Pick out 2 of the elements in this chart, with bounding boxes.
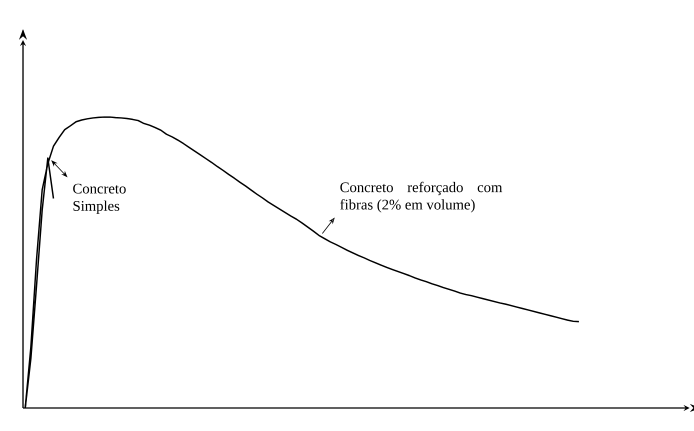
annotation: Concreto reforçado com fibras (2% em volume) (340, 182, 502, 213)
annotation: Concreto Simples (73, 184, 126, 214)
